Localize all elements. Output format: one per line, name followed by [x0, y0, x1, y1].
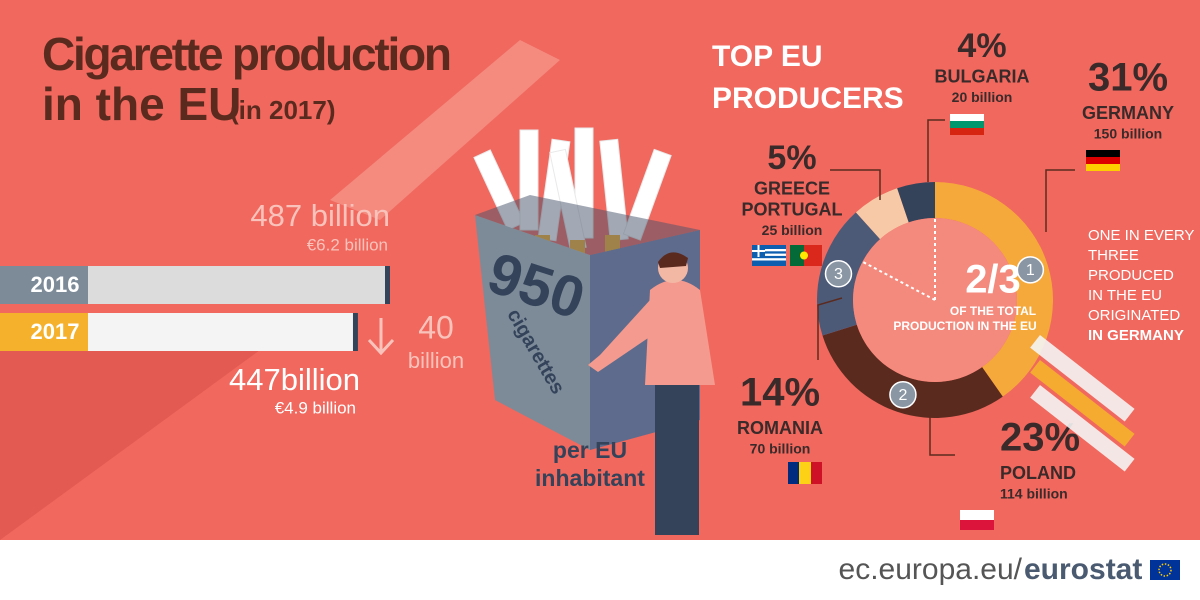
eu-flag [1150, 560, 1180, 580]
footer-brand: eurostat [1024, 553, 1142, 586]
note-line: IN GERMANY [1088, 327, 1184, 344]
decor-stripe [330, 40, 560, 220]
rank-label: 2 [898, 387, 907, 404]
title: in the EU [42, 78, 241, 130]
share-label: 14% [740, 371, 820, 415]
flag-romania [788, 462, 822, 484]
note-line: THREE [1088, 247, 1139, 264]
share-label: 5% [767, 139, 816, 177]
donut-segment [822, 324, 1003, 418]
title: Cigarette production [42, 28, 452, 80]
inhabitant-caption: inhabitant [535, 465, 645, 491]
rank-badge [1016, 256, 1045, 284]
eur-label: €4.9 billion [275, 398, 356, 417]
leader-line [817, 297, 843, 360]
bar-end [352, 313, 358, 351]
year-badge [0, 313, 88, 351]
note-line: IN THE EU [1088, 287, 1162, 304]
footer-bg [0, 540, 1200, 600]
year-label: 2017 [31, 319, 80, 344]
decor-cigarette [1030, 359, 1135, 447]
subtitle: (in 2017) [230, 95, 336, 125]
flag-bulgaria [950, 114, 984, 135]
country-name: ROMANIA [737, 418, 823, 438]
leader-line [1045, 169, 1075, 232]
inhabitant-caption: per EU [553, 437, 627, 463]
footer-site: ec.europa.eu/ [839, 553, 1023, 586]
share-label: 4% [957, 27, 1006, 65]
country-name: BULGARIA [935, 66, 1030, 86]
country-name: POLAND [1000, 463, 1076, 483]
value-label: 487 billion [250, 198, 390, 233]
rank-badge [824, 260, 853, 288]
person [588, 252, 715, 535]
center-caption: PRODUCTION IN THE EU [893, 319, 1036, 333]
down-arrow [367, 318, 395, 356]
amount-label: 150 billion [1094, 126, 1162, 142]
rank-label: 1 [1026, 262, 1035, 279]
rank-badge [889, 380, 917, 409]
producers-title: PRODUCERS [712, 82, 904, 115]
amount-label: 20 billion [952, 89, 1013, 105]
flag-portugal [790, 245, 822, 266]
donut-segment [855, 188, 909, 240]
country-name: PORTUGAL [742, 199, 843, 219]
year-badge [0, 266, 88, 304]
donut-segment [935, 182, 1053, 397]
flag-greece [752, 245, 786, 266]
amount-label: 70 billion [750, 441, 811, 457]
center-label: 2/3 [965, 258, 1021, 302]
producers-title: TOP EU [712, 40, 823, 73]
flag-germany [1086, 150, 1120, 171]
country-name: GERMANY [1082, 103, 1174, 123]
change-value: 40 [418, 309, 454, 345]
note-line: PRODUCED [1088, 267, 1174, 284]
leader-line [830, 169, 881, 200]
value-label: 447billion [229, 362, 360, 397]
amount-label: 25 billion [762, 222, 823, 238]
eur-label: €6.2 billion [307, 235, 388, 254]
center-divider [862, 261, 936, 301]
rank-label: 3 [834, 266, 843, 283]
leader-line [929, 405, 955, 456]
note-line: ORIGINATED [1088, 307, 1180, 324]
country-name: GREECE [754, 178, 830, 198]
note-line: ONE IN EVERY [1088, 227, 1194, 244]
decor-cigarette [1030, 385, 1135, 472]
donut-segment [897, 182, 935, 223]
share-label: 31% [1088, 56, 1168, 100]
amount-label: 114 billion [1000, 486, 1068, 502]
decor-shadow [0, 350, 260, 540]
leader-line [927, 119, 945, 182]
year-label: 2016 [31, 272, 80, 297]
change-unit: billion [408, 348, 464, 373]
flag-poland [960, 510, 994, 530]
center-caption: OF THE TOTAL [950, 304, 1036, 318]
decor-cigarette [1030, 334, 1135, 422]
bar-end [385, 266, 390, 304]
